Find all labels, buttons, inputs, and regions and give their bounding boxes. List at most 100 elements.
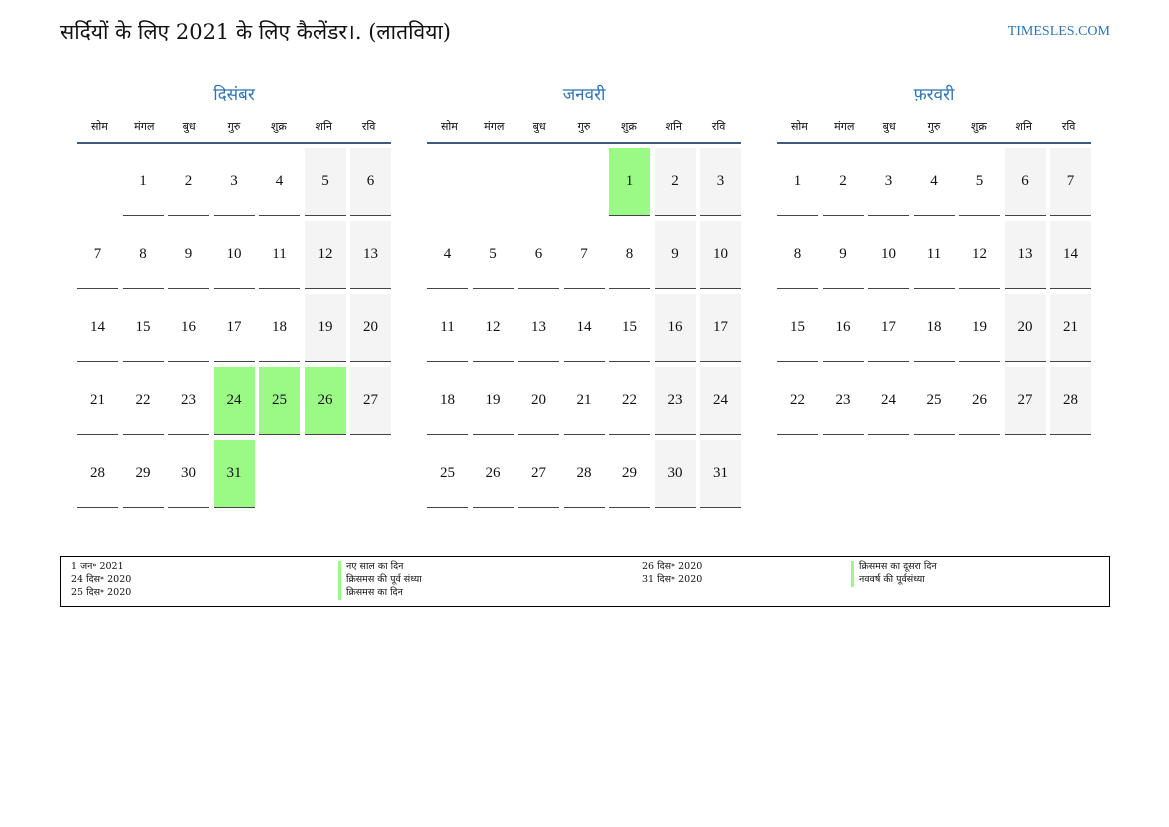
day-cell[interactable]: 6 xyxy=(350,148,391,216)
holiday-day-cell[interactable]: 26 xyxy=(304,367,346,435)
day-cell[interactable]: 16 xyxy=(168,294,209,362)
day-cell[interactable]: 5 xyxy=(959,148,1000,216)
weekday-label: मंगल xyxy=(134,119,155,133)
day-cell[interactable]: 27 xyxy=(350,367,391,435)
day-cell[interactable]: 29 xyxy=(122,440,164,508)
day-cell[interactable]: 14 xyxy=(1050,221,1091,289)
day-cell[interactable]: 24 xyxy=(700,367,741,435)
day-cell[interactable]: 28 xyxy=(77,440,118,508)
day-cell[interactable]: 24 xyxy=(868,367,909,435)
day-cell[interactable]: 23 xyxy=(822,367,864,435)
holiday-day-cell[interactable]: 1 xyxy=(609,148,650,216)
day-cell[interactable]: 27 xyxy=(518,440,559,508)
day-cell[interactable]: 9 xyxy=(168,221,209,289)
day-cell[interactable]: 29 xyxy=(609,440,650,508)
day-cell[interactable]: 30 xyxy=(654,440,696,508)
day-cell[interactable]: 12 xyxy=(304,221,346,289)
day-cell[interactable]: 17 xyxy=(213,294,255,362)
day-cell[interactable]: 8 xyxy=(609,221,650,289)
day-cell[interactable]: 12 xyxy=(959,221,1000,289)
day-cell[interactable]: 8 xyxy=(122,221,164,289)
day-cell[interactable]: 19 xyxy=(472,367,514,435)
holiday-day-cell[interactable]: 31 xyxy=(213,440,255,508)
day-cell[interactable]: 2 xyxy=(654,148,696,216)
holiday-day-cell[interactable]: 24 xyxy=(213,367,255,435)
day-cell[interactable]: 22 xyxy=(122,367,164,435)
day-cell[interactable]: 15 xyxy=(609,294,650,362)
day-cell[interactable]: 4 xyxy=(259,148,300,216)
day-cell[interactable]: 14 xyxy=(563,294,605,362)
day-cell[interactable]: 17 xyxy=(700,294,741,362)
day-cell[interactable]: 7 xyxy=(1050,148,1091,216)
weekday-label: शनि xyxy=(315,119,332,133)
empty-cell xyxy=(473,148,514,215)
day-cell[interactable]: 9 xyxy=(654,221,696,289)
day-cell[interactable]: 26 xyxy=(959,367,1000,435)
legend-holiday-name: नववर्ष की पूर्वसंध्या xyxy=(851,574,925,587)
day-cell[interactable]: 18 xyxy=(427,367,468,435)
day-cell[interactable]: 2 xyxy=(822,148,864,216)
day-cell[interactable]: 4 xyxy=(427,221,468,289)
day-cell[interactable]: 30 xyxy=(168,440,209,508)
month-2: फ़रवरी सोम मंगल बुध गुरु शुक्र शनि रवि 1 2 3 4 5 6 7 8 9… xyxy=(777,82,1091,435)
day-cell[interactable]: 28 xyxy=(563,440,605,508)
day-cell[interactable]: 25 xyxy=(427,440,468,508)
day-cell[interactable]: 8 xyxy=(777,221,818,289)
day-cell[interactable]: 20 xyxy=(518,367,559,435)
day-cell[interactable]: 11 xyxy=(913,221,955,289)
day-cell[interactable]: 23 xyxy=(654,367,696,435)
day-cell[interactable]: 1 xyxy=(777,148,818,216)
day-cell[interactable]: 5 xyxy=(304,148,346,216)
day-cell[interactable]: 28 xyxy=(1050,367,1091,435)
day-cell[interactable]: 3 xyxy=(868,148,909,216)
day-cell[interactable]: 21 xyxy=(563,367,605,435)
day-cell[interactable]: 22 xyxy=(777,367,818,435)
day-cell[interactable]: 21 xyxy=(77,367,118,435)
day-cell[interactable]: 26 xyxy=(472,440,514,508)
day-cell[interactable]: 18 xyxy=(913,294,955,362)
day-cell[interactable]: 1 xyxy=(122,148,164,216)
day-cell[interactable]: 13 xyxy=(350,221,391,289)
day-cell[interactable]: 11 xyxy=(259,221,300,289)
day-cell[interactable]: 6 xyxy=(518,221,559,289)
holiday-day-cell[interactable]: 25 xyxy=(259,367,300,435)
day-cell[interactable]: 21 xyxy=(1050,294,1091,362)
day-cell[interactable]: 10 xyxy=(213,221,255,289)
day-cell[interactable]: 22 xyxy=(609,367,650,435)
day-cell[interactable]: 16 xyxy=(654,294,696,362)
day-cell[interactable]: 27 xyxy=(1004,367,1046,435)
day-cell[interactable]: 13 xyxy=(1004,221,1046,289)
day-cell[interactable]: 10 xyxy=(868,221,909,289)
day-cell[interactable]: 25 xyxy=(913,367,955,435)
day-cell[interactable]: 19 xyxy=(304,294,346,362)
day-cell[interactable]: 10 xyxy=(700,221,741,289)
day-cell[interactable]: 4 xyxy=(913,148,955,216)
empty-cell xyxy=(427,148,468,215)
day-cell[interactable]: 3 xyxy=(700,148,741,216)
day-cell[interactable]: 15 xyxy=(777,294,818,362)
day-cell[interactable]: 5 xyxy=(472,221,514,289)
month-1: जनवरी सोम मंगल बुध गुरु शुक्र शनि रवि 1 2 3 4 5 6 7 8 9 1… xyxy=(427,82,741,508)
day-cell[interactable]: 19 xyxy=(959,294,1000,362)
day-cell[interactable]: 18 xyxy=(259,294,300,362)
day-cell[interactable]: 7 xyxy=(563,221,605,289)
day-cell[interactable]: 7 xyxy=(77,221,118,289)
day-cell[interactable]: 12 xyxy=(472,294,514,362)
day-cell[interactable]: 6 xyxy=(1004,148,1046,216)
day-cell[interactable]: 20 xyxy=(350,294,391,362)
day-cell[interactable]: 15 xyxy=(122,294,164,362)
day-cell[interactable]: 3 xyxy=(213,148,255,216)
day-cell[interactable]: 20 xyxy=(1004,294,1046,362)
month-title: जनवरी xyxy=(562,85,606,105)
site-link[interactable]: TIMESLES.COM xyxy=(1007,24,1110,39)
day-cell[interactable]: 14 xyxy=(77,294,118,362)
day-cell[interactable]: 16 xyxy=(822,294,864,362)
day-cell[interactable]: 11 xyxy=(427,294,468,362)
holiday-legend: 1 जन॰ 2021 नए साल का दिन 24 दिस॰ 2020 क्रिस… xyxy=(60,556,1110,607)
day-cell[interactable]: 23 xyxy=(168,367,209,435)
day-cell[interactable]: 2 xyxy=(168,148,209,216)
day-cell[interactable]: 17 xyxy=(868,294,909,362)
day-cell[interactable]: 31 xyxy=(700,440,741,508)
day-cell[interactable]: 9 xyxy=(822,221,864,289)
day-cell[interactable]: 13 xyxy=(518,294,559,362)
